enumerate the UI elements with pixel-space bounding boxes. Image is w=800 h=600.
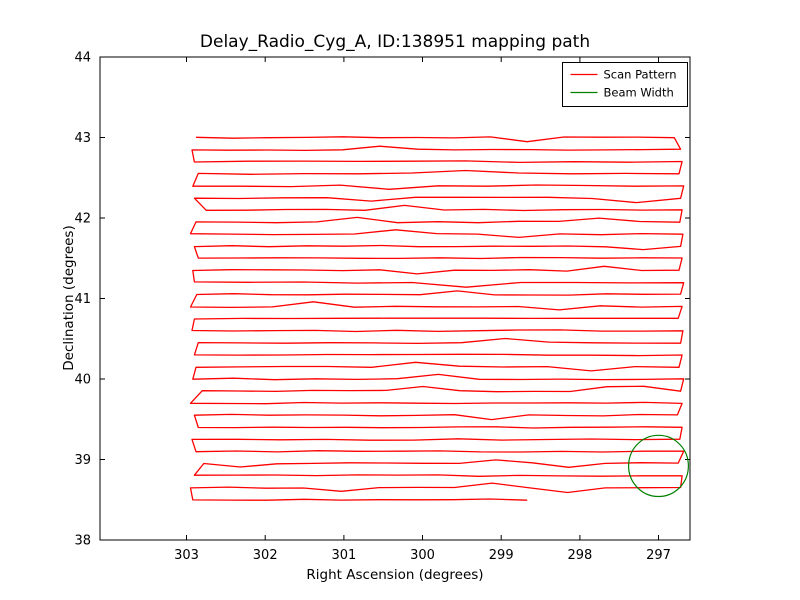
y-tick-label: 42 (74, 212, 91, 227)
x-tick-label: 301 (331, 548, 356, 563)
legend-box (562, 62, 688, 107)
x-tick-label: 297 (646, 548, 671, 563)
x-tick-label: 299 (489, 548, 514, 563)
x-axis-label: Right Ascension (degrees) (306, 567, 483, 583)
axes-border (99, 56, 691, 541)
y-tick-label: 39 (74, 453, 91, 468)
y-tick-label: 38 (74, 534, 91, 549)
legend-layer: Scan Pattern Beam Width (562, 62, 688, 107)
series-layer (189, 136, 689, 501)
axes-layer: 303 302 301 300 299 298 297 38 39 40 41 42 43 44 (74, 51, 691, 563)
plot-title: Delay_Radio_Cyg_A, ID:138951 mapping pat… (200, 32, 590, 52)
y-axis-label: Declination (degrees) (61, 225, 77, 370)
x-tick-label: 300 (410, 548, 435, 563)
y-tick-label: 43 (74, 131, 91, 146)
x-tick-label: 302 (253, 548, 278, 563)
y-tick-label: 40 (74, 373, 91, 388)
y-tick-label: 41 (74, 292, 91, 307)
y-tick-label: 44 (74, 51, 91, 66)
x-tick-label: 298 (567, 548, 592, 563)
x-tick-label: 303 (174, 548, 199, 563)
scan-pattern-line (189, 136, 685, 501)
beam-width-circle (627, 434, 689, 498)
legend-label-scan-pattern: Scan Pattern (604, 68, 677, 82)
legend-label-beam-width: Beam Width (604, 86, 674, 100)
